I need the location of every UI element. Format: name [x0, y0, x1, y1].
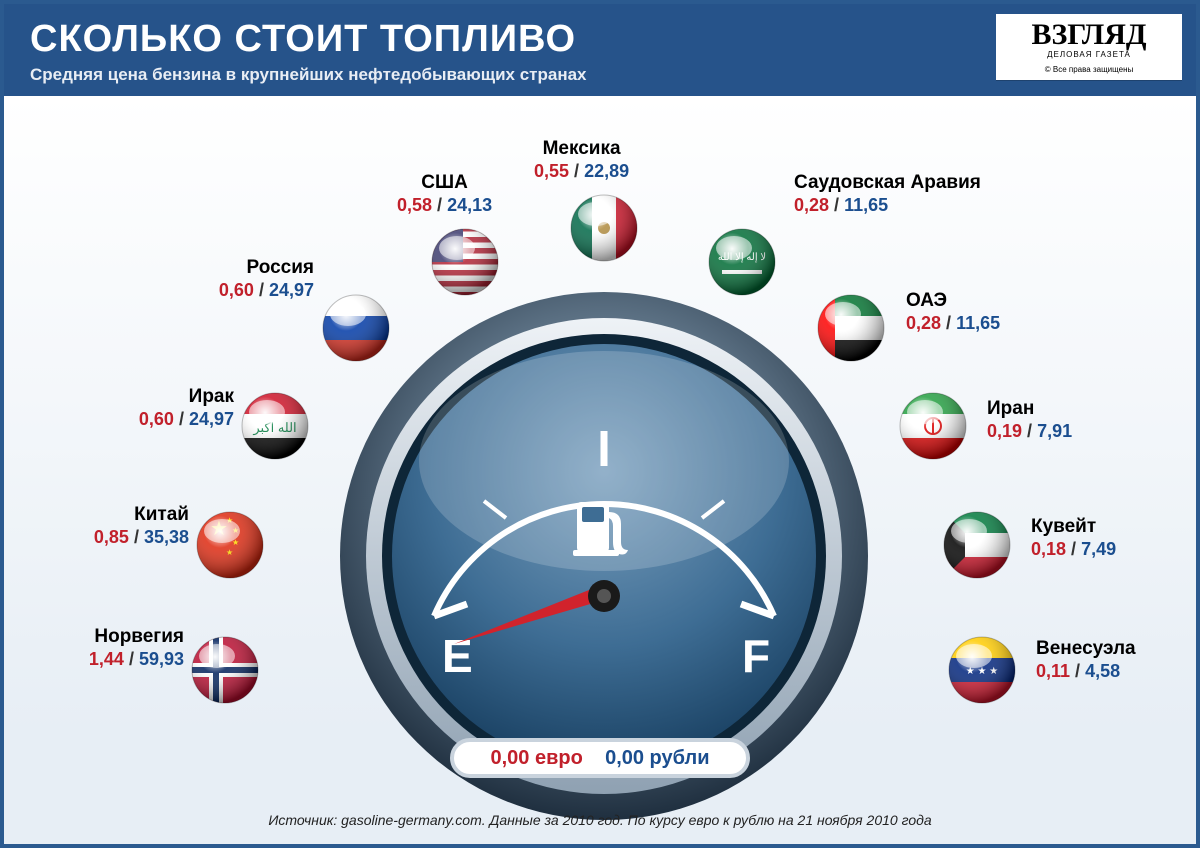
legend-rub: 0,00 рубли: [605, 747, 709, 769]
flag-saudi: لا إله إلا الله: [706, 226, 778, 298]
country-name: Россия: [184, 257, 314, 279]
flag-mexico: [568, 192, 640, 264]
country-uae: ОАЭ 0,28 / 11,65: [906, 290, 1000, 334]
legend-euro: 0,00 евро: [491, 747, 583, 769]
flag-norway: [189, 634, 261, 706]
country-name: Ирак: [104, 386, 234, 408]
country-mexico: Мексика 0,55 / 22,89: [534, 138, 629, 182]
infographic-frame: СКОЛЬКО СТОИТ ТОПЛИВО Средняя цена бензи…: [4, 4, 1196, 844]
flag-iran: [897, 390, 969, 462]
source-note: Источник: gasoline-germany.com. Данные з…: [4, 812, 1196, 828]
country-values: 0,85 / 35,38: [59, 527, 189, 548]
flag-kuwait: [941, 509, 1013, 581]
legend-pill: 0,00 евро 0,00 рубли: [450, 738, 750, 778]
country-values: 1,44 / 59,93: [54, 649, 184, 670]
country-name: Венесуэла: [1036, 638, 1136, 660]
country-name: Саудовская Аравия: [794, 172, 981, 194]
country-values: 0,60 / 24,97: [184, 280, 314, 301]
country-values: 0,19 / 7,91: [987, 421, 1072, 442]
logo-box: ВЗГЛЯД ДЕЛОВАЯ ГАЗЕТА © Все права защище…: [996, 14, 1182, 80]
flag-russia: [320, 292, 392, 364]
country-values: 0,60 / 24,97: [104, 409, 234, 430]
country-name: Китай: [59, 504, 189, 526]
country-values: 0,18 / 7,49: [1031, 539, 1116, 560]
country-values: 0,11 / 4,58: [1036, 661, 1136, 682]
country-name: Кувейт: [1031, 516, 1116, 538]
header: СКОЛЬКО СТОИТ ТОПЛИВО Средняя цена бензи…: [4, 4, 1196, 96]
country-norway: Норвегия 1,44 / 59,93: [54, 626, 184, 670]
stage: E F: [4, 96, 1196, 844]
flag-venezuela: ★ ★ ★: [946, 634, 1018, 706]
gauge-empty-label: E: [442, 630, 473, 682]
country-iraq: Ирак 0,60 / 24,97: [104, 386, 234, 430]
country-russia: Россия 0,60 / 24,97: [184, 257, 314, 301]
country-venezuela: Венесуэла 0,11 / 4,58: [1036, 638, 1136, 682]
country-values: 0,28 / 11,65: [794, 195, 981, 216]
gauge-full-label: F: [742, 630, 770, 682]
country-china: Китай 0,85 / 35,38: [59, 504, 189, 548]
country-name: Норвегия: [54, 626, 184, 648]
country-name: США: [397, 172, 492, 194]
country-iran: Иран 0,19 / 7,91: [987, 398, 1072, 442]
country-saudi: Саудовская Аравия 0,28 / 11,65: [794, 172, 981, 216]
country-values: 0,58 / 24,13: [397, 195, 492, 216]
country-kuwait: Кувейт 0,18 / 7,49: [1031, 516, 1116, 560]
logo-main: ВЗГЛЯД: [996, 18, 1182, 52]
country-name: ОАЭ: [906, 290, 1000, 312]
country-values: 0,28 / 11,65: [906, 313, 1000, 334]
country-name: Мексика: [534, 138, 629, 160]
country-usa: США 0,58 / 24,13: [397, 172, 492, 216]
flag-usa: [429, 226, 501, 298]
flag-china: ★★★★★: [194, 509, 266, 581]
flag-uae: [815, 292, 887, 364]
country-name: Иран: [987, 398, 1072, 420]
logo-rights: © Все права защищены: [996, 65, 1182, 74]
logo-sub: ДЕЛОВАЯ ГАЗЕТА: [996, 50, 1182, 59]
flag-iraq: الله اكبر: [239, 390, 311, 462]
country-values: 0,55 / 22,89: [534, 161, 629, 182]
